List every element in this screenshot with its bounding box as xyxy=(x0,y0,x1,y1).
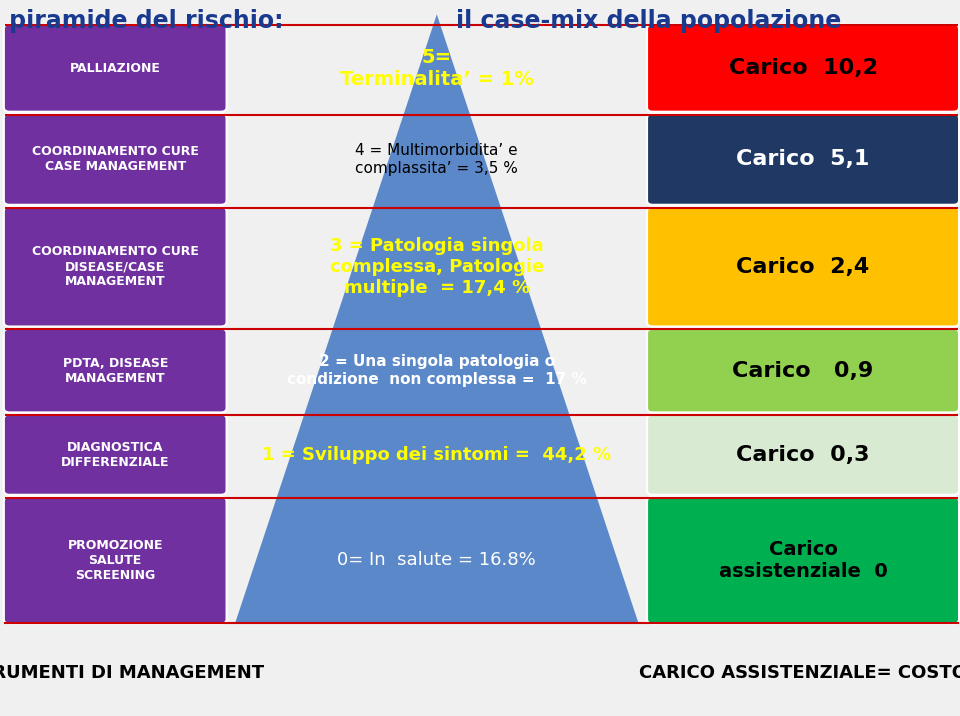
Text: Carico  0,3: Carico 0,3 xyxy=(736,445,870,465)
FancyBboxPatch shape xyxy=(647,24,959,112)
Text: CARICO ASSISTENZIALE= COSTO: CARICO ASSISTENZIALE= COSTO xyxy=(639,664,960,682)
Text: PROMOZIONE
SALUTE
SCREENING: PROMOZIONE SALUTE SCREENING xyxy=(67,538,163,582)
Text: il case-mix della popolazione: il case-mix della popolazione xyxy=(456,9,841,33)
Text: COORDINAMENTO CURE
DISEASE/CASE
MANAGEMENT: COORDINAMENTO CURE DISEASE/CASE MANAGEME… xyxy=(32,245,199,289)
Text: Carico   0,9: Carico 0,9 xyxy=(732,361,874,380)
Text: Carico  2,4: Carico 2,4 xyxy=(736,257,870,276)
FancyBboxPatch shape xyxy=(4,114,227,205)
Text: 5=
Terminalita’ = 1%: 5= Terminalita’ = 1% xyxy=(340,47,534,89)
Text: Carico  10,2: Carico 10,2 xyxy=(729,58,877,78)
Polygon shape xyxy=(235,14,638,623)
Text: 1 = Sviluppo dei sintomi =  44,2 %: 1 = Sviluppo dei sintomi = 44,2 % xyxy=(262,445,612,464)
Text: 0= In  salute = 16.8%: 0= In salute = 16.8% xyxy=(337,551,537,569)
FancyBboxPatch shape xyxy=(4,497,227,624)
FancyBboxPatch shape xyxy=(4,329,227,412)
Text: 2 = Una singola patologia o
condizione  non complessa =  17 %: 2 = Una singola patologia o condizione n… xyxy=(287,354,587,387)
FancyBboxPatch shape xyxy=(647,114,959,205)
FancyBboxPatch shape xyxy=(647,415,959,495)
FancyBboxPatch shape xyxy=(647,207,959,326)
Text: PDTA, DISEASE
MANAGEMENT: PDTA, DISEASE MANAGEMENT xyxy=(62,357,168,384)
Text: Carico  5,1: Carico 5,1 xyxy=(736,150,870,169)
Text: La piramide del rischio:: La piramide del rischio: xyxy=(0,9,283,33)
Text: 3 = Patologia singola
complessa, Patologie
multiple  = 17,4 %: 3 = Patologia singola complessa, Patolog… xyxy=(329,237,544,296)
FancyBboxPatch shape xyxy=(4,415,227,495)
Text: PALLIAZIONE: PALLIAZIONE xyxy=(70,62,160,74)
FancyBboxPatch shape xyxy=(4,24,227,112)
FancyBboxPatch shape xyxy=(647,497,959,624)
Text: 4 = Multimorbidita’ e
complassita’ = 3,5 %: 4 = Multimorbidita’ e complassita’ = 3,5… xyxy=(355,143,518,175)
Text: STRUMENTI DI MANAGEMENT: STRUMENTI DI MANAGEMENT xyxy=(0,664,264,682)
FancyBboxPatch shape xyxy=(4,207,227,326)
Text: Carico
assistenziale  0: Carico assistenziale 0 xyxy=(719,540,887,581)
FancyBboxPatch shape xyxy=(647,329,959,412)
Text: DIAGNOSTICA
DIFFERENZIALE: DIAGNOSTICA DIFFERENZIALE xyxy=(60,440,170,469)
Text: COORDINAMENTO CURE
CASE MANAGEMENT: COORDINAMENTO CURE CASE MANAGEMENT xyxy=(32,145,199,173)
